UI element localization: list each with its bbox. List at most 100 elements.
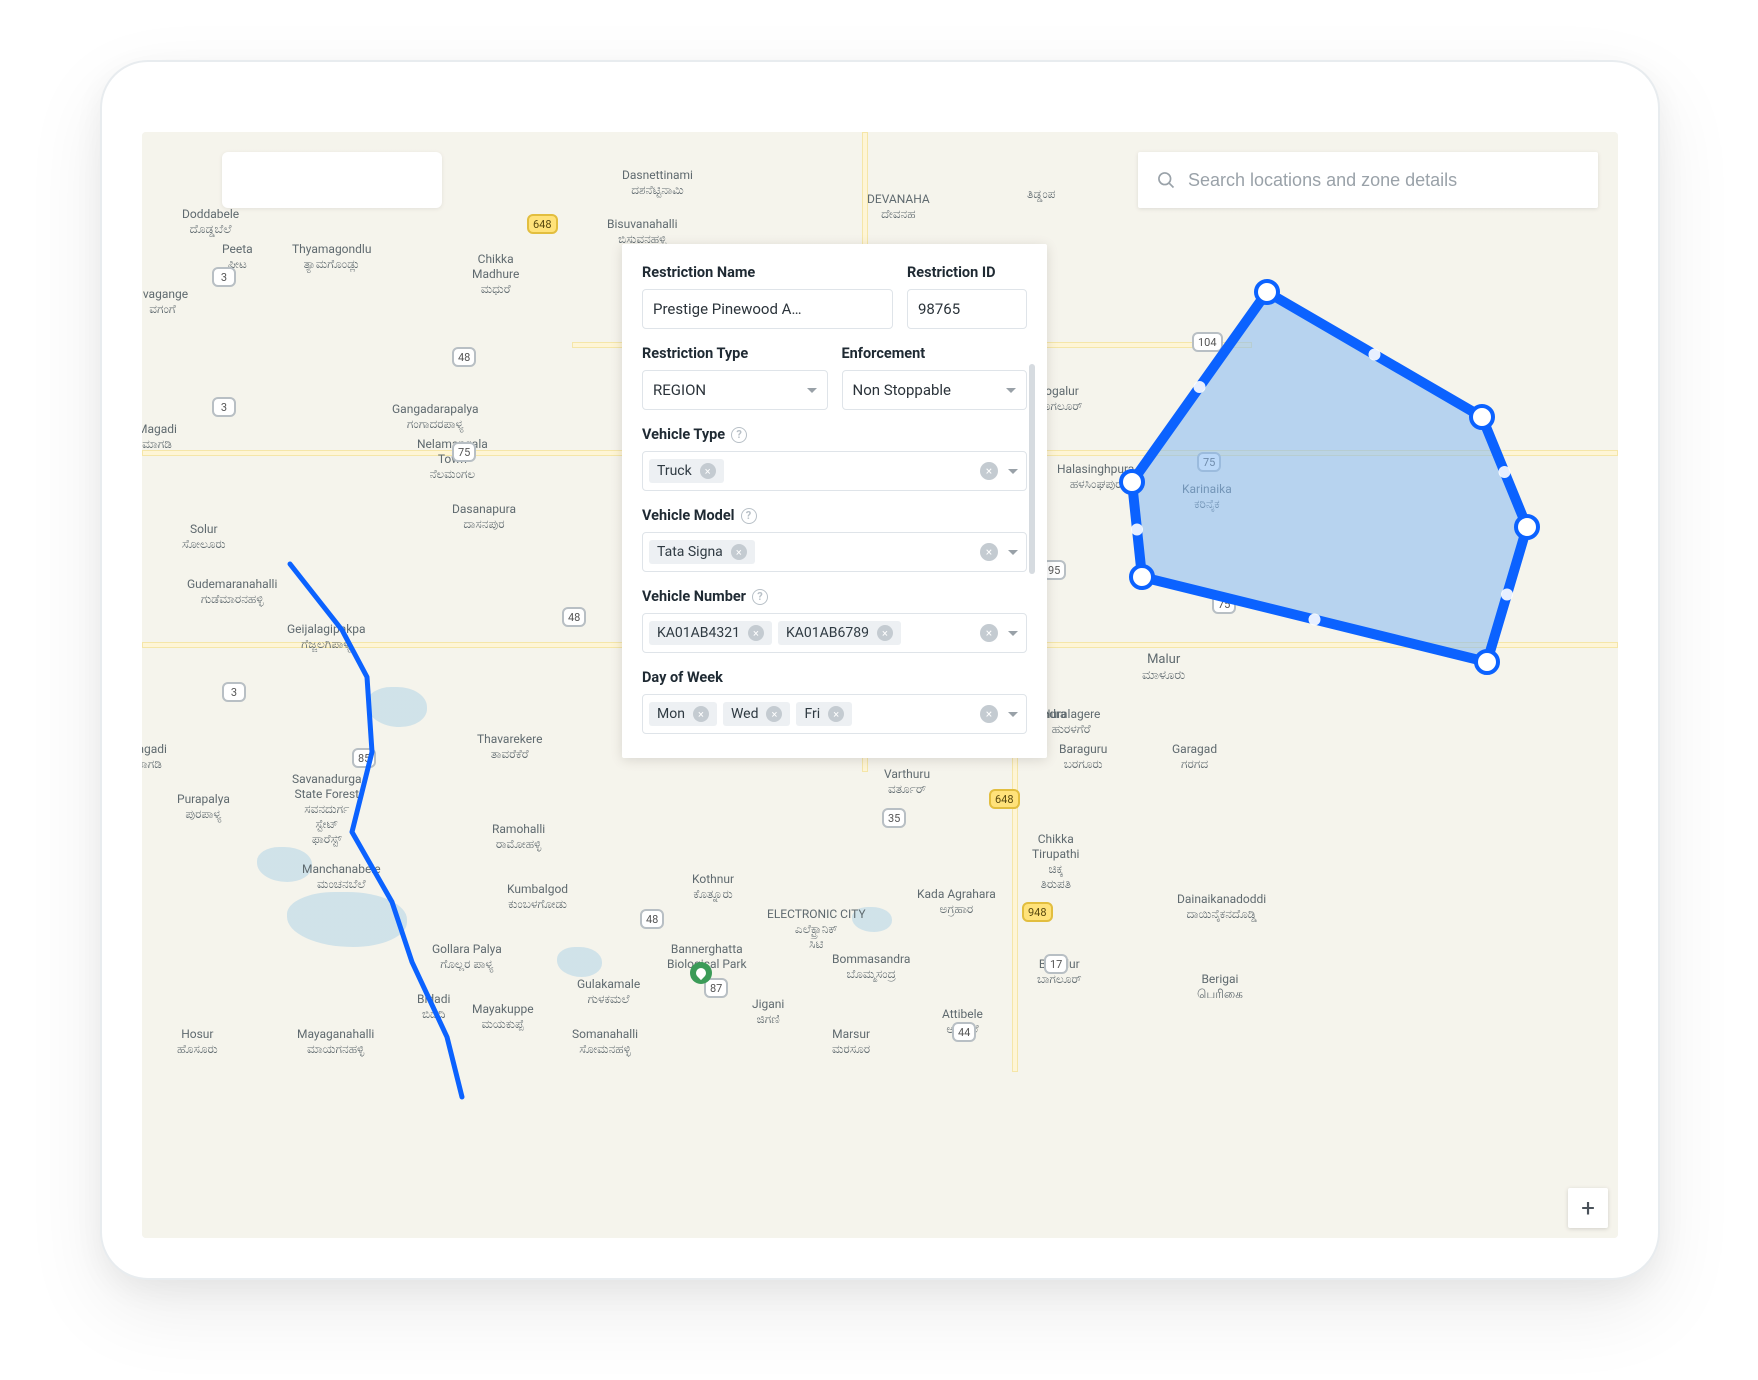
restriction-id-input[interactable]: 98765 [907,289,1027,329]
map-city-label: Somanahalli ಸೋಮನಹಳ್ಳಿ [572,1027,638,1057]
highway-shield: 648 [989,789,1020,809]
map-city-label: Dainaikanadoddi ದಾಯಿನೈಕನದೊಡ್ಡಿ [1177,892,1266,922]
vehicle-number-multiselect[interactable]: KA01AB4321×KA01AB6789× × [642,613,1027,653]
highway-shield: 44 [952,1022,976,1042]
map-city-label: Kumbalgod ಕುಂಬಳಗೋಡು [507,882,568,912]
zoom-in-button[interactable]: + [1568,1188,1608,1228]
restriction-form-panel: Restriction Name Prestige Pinewood A… Re… [622,244,1047,758]
map-city-label: Garagad ಗರಗದ [1172,742,1217,772]
map-city-label: ELECTRONIC CITY ಎಲೆಕ್ಟ್ರಾನಿಕ್ ಸಿಟಿ [767,907,866,952]
map-city-label: Bidadi ಬಿಡದಿ [417,992,450,1022]
map-city-label: Gangadarapalya ಗಂಗಾದರಪಾಳ್ಯ [392,402,479,432]
map-city-label: Thyamagondlu ತ್ಯಾಮಗೊಂಡ್ಲು [292,242,371,272]
vehicle-type-label: Vehicle Type? [642,426,1027,443]
map-city-label: Thavarekere ತಾವರೆಕೆರೆ [477,732,542,762]
remove-tag-icon[interactable]: × [766,706,782,722]
highway-shield: 48 [640,909,664,929]
restriction-type-select[interactable]: REGION [642,370,828,410]
remove-tag-icon[interactable]: × [748,625,764,641]
clear-icon[interactable]: × [980,624,998,642]
map-city-label: Chikka Tirupathi ಚಿಕ್ಕ ತಿರುಪತಿ [1032,832,1079,892]
vehicle-type-multiselect[interactable]: Truck× × [642,451,1027,491]
highway-shield: 3 [222,682,246,702]
map-city-label: ತಿಡ್ಡಂಪ [1027,187,1055,202]
map-city-label: Marsur ಮರಸೂರ [832,1027,870,1057]
tablet-frame: Doddabele ದೊಡ್ಡಬೆಲೆPeeta ಪೀಟThyamagondlu… [100,60,1660,1280]
search-icon [1156,170,1176,190]
map-city-label: Huralagere ಹುರಳಗೆರೆ [1042,707,1100,737]
restriction-name-input[interactable]: Prestige Pinewood A… [642,289,893,329]
map-city-label: iivagange ವಗಂಗೆ [142,287,188,317]
restriction-name-label: Restriction Name [642,264,893,281]
map-city-label: Dasanapura ದಾಸನಪುರ [452,502,516,532]
map-city-label: Mayakuppe ಮಯಕುಪ್ಪೆ [472,1002,534,1032]
clear-icon[interactable]: × [980,705,998,723]
tag: Mon× [649,702,717,726]
map-city-label: Purapalya ಪುರಪಾಳ್ಯ [177,792,230,822]
map-city-label: Dasnettinami ದಶನೆಟ್ಟಿನಾಮಿ [622,168,693,198]
highway-shield: 648 [527,214,558,234]
help-icon[interactable]: ? [752,589,768,605]
remove-tag-icon[interactable]: × [828,706,844,722]
highway-shield: 104 [1192,332,1223,352]
map-city-label: Magadi ಮಾಗಡಿ [142,422,177,452]
panel-scrollbar[interactable] [1029,364,1035,574]
map-viewport[interactable]: Doddabele ದೊಡ್ಡಬೆಲೆPeeta ಪೀಟThyamagondlu… [142,132,1618,1238]
map-city-label: Solur ಸೋಲೂರು [182,522,226,552]
map-city-label: Doddabele ದೊಡ್ಡಬೆಲೆ [182,207,239,237]
map-city-label: Mayaganahalli ಮಾಯಗನಹಳ್ಳಿ [297,1027,374,1057]
chevron-down-icon [1008,550,1018,555]
day-of-week-multiselect[interactable]: Mon×Wed×Fri× × [642,694,1027,734]
highway-shield: 35 [882,808,906,828]
map-city-label: Gollara Palya ಗೊಲ್ಲರ ಪಾಳ್ಯ [432,942,502,972]
map-city-label: Gudemaranahalli ಗುಡೆಮಾರನಹಳ್ಳಿ [187,577,277,607]
highway-shield: 48 [452,347,476,367]
map-city-label: Geijalagipakpa ಗೆಜ್ಜಲಗಿಪಾಳ್ಯ [287,622,366,652]
help-icon[interactable]: ? [731,427,747,443]
highway-shield: 3 [212,267,236,287]
day-of-week-label: Day of Week [642,669,1027,686]
map-city-label: Manchanabele ಮಂಚನಬೆಲೆ [302,862,381,892]
map-city-label: Magadi ಮಾಗಡಿ [142,742,167,772]
map-city-label: Hosur ಹೊಸೂರು [177,1027,218,1057]
map-city-label: Bommasandra ಬೊಮ್ಮಸಂದ್ರ [832,952,910,982]
highway-shield: 48 [562,607,586,627]
map-city-label: Halasinghpura ಹಳಸಿಂಘಪುರ [1057,462,1134,492]
clear-icon[interactable]: × [980,543,998,561]
clear-icon[interactable]: × [980,462,998,480]
help-icon[interactable]: ? [741,508,757,524]
remove-tag-icon[interactable]: × [731,544,747,560]
map-city-label: Ramohalli ರಾಮೋಹಳ್ಳಿ [492,822,545,852]
vehicle-model-multiselect[interactable]: Tata Signa× × [642,532,1027,572]
map-city-label: Savanadurga State Forest ಸವನದುರ್ಗ ಸ್ಟೇಟ್… [292,772,362,847]
map-city-label: Karinaika ಕರಿನೈಕ [1182,482,1232,512]
enforcement-select[interactable]: Non Stoppable [842,370,1028,410]
tag: KA01AB4321× [649,621,772,645]
map-city-label: Varthuru ವರ್ತೂರ್ [884,767,930,797]
highway-shield: 75 [1197,452,1221,472]
map-city-label: Chikka Madhure ಮಧುರೆ [472,252,519,297]
tag: Fri× [796,702,852,726]
search-bar[interactable] [1138,152,1598,208]
remove-tag-icon[interactable]: × [700,463,716,479]
map-title-chip [222,152,442,208]
tag: Tata Signa× [649,540,755,564]
panel-scroll-track [1035,252,1041,750]
remove-tag-icon[interactable]: × [877,625,893,641]
tag: Truck× [649,459,724,483]
chevron-down-icon [1008,712,1018,717]
tag: KA01AB6789× [778,621,901,645]
map-city-label: Kada Agrahara ಅಗ್ರಹಾರ [917,887,996,917]
tag: Wed× [723,702,791,726]
enforcement-label: Enforcement [842,345,1028,362]
enforcement-value: Non Stoppable [853,381,999,399]
vehicle-number-label: Vehicle Number? [642,588,1027,605]
map-city-label: Berigai பெரிகை [1197,972,1243,1002]
highway-shield: 948 [1022,902,1053,922]
search-input[interactable] [1188,170,1580,191]
restriction-type-value: REGION [653,381,799,399]
chevron-down-icon [1008,469,1018,474]
vehicle-model-label: Vehicle Model? [642,507,1027,524]
remove-tag-icon[interactable]: × [693,706,709,722]
highway-shield: 3 [212,397,236,417]
